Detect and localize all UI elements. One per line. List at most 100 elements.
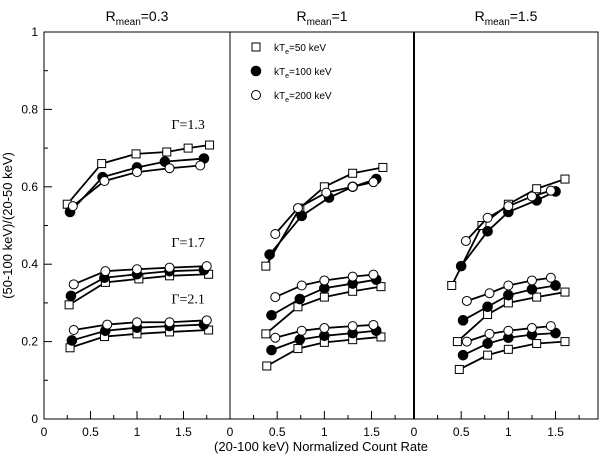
data-point <box>477 221 487 230</box>
data-point <box>457 349 469 361</box>
data-point <box>545 272 556 283</box>
data-point <box>560 174 570 184</box>
data-point <box>482 212 493 223</box>
data-point <box>164 163 175 174</box>
data-point <box>321 187 332 198</box>
data-point <box>484 288 495 299</box>
data-point <box>68 324 79 335</box>
x-tick-label: 0.5 <box>269 425 286 439</box>
data-point <box>100 266 111 277</box>
data-point <box>526 284 538 295</box>
data-point <box>270 332 281 343</box>
data-point <box>503 325 514 336</box>
y-axis-title: (50-100 keV)/(20-50 keV) <box>0 152 15 299</box>
data-point <box>378 162 388 172</box>
y-tick-label: 0.4 <box>21 257 38 271</box>
data-point <box>503 289 514 301</box>
data-point <box>132 264 142 275</box>
data-point <box>293 344 303 354</box>
data-point <box>368 319 379 330</box>
data-point <box>347 181 358 192</box>
data-point <box>460 235 471 246</box>
x-tick-label: 0.5 <box>82 425 99 439</box>
data-point <box>503 280 514 291</box>
data-point <box>97 159 107 169</box>
gamma-label: Γ=2.1 <box>171 293 205 308</box>
data-point <box>266 309 277 321</box>
data-point <box>532 339 542 349</box>
data-point <box>292 203 303 214</box>
data-point <box>164 317 175 328</box>
data-point <box>261 329 271 339</box>
data-point <box>484 328 495 339</box>
data-point <box>526 275 537 286</box>
data-point <box>560 337 570 347</box>
data-point <box>183 143 193 153</box>
data-point <box>452 337 462 347</box>
x-tick-label: 0 <box>41 425 48 439</box>
gamma-label: Γ=1.3 <box>171 118 205 133</box>
data-point <box>201 261 212 272</box>
data-point <box>550 280 561 291</box>
x-tick-label: 1 <box>134 425 141 439</box>
legend-label: kTe=100 keV <box>274 67 332 80</box>
data-point <box>482 338 493 349</box>
data-point <box>68 279 79 290</box>
data-point <box>261 261 271 271</box>
chart-marks <box>62 140 570 374</box>
data-point <box>319 323 330 334</box>
x-tick-label: 0 <box>227 425 234 439</box>
panel-title: Rmean=0.3 <box>106 8 169 28</box>
data-point <box>294 293 306 305</box>
data-point <box>503 201 514 212</box>
data-point <box>532 184 542 194</box>
x-tick-label: 1.5 <box>363 425 380 439</box>
data-point <box>319 275 330 286</box>
data-point <box>482 226 493 237</box>
data-point <box>526 191 537 202</box>
data-point <box>454 364 464 374</box>
data-point <box>65 290 77 302</box>
data-point <box>266 344 277 356</box>
x-tick-label: 1 <box>505 425 512 439</box>
data-point <box>560 287 570 297</box>
data-point <box>270 292 281 303</box>
data-point <box>195 160 206 171</box>
y-tick-label: 0.6 <box>21 180 38 194</box>
data-point <box>99 175 110 186</box>
data-point <box>447 280 457 290</box>
data-point <box>294 334 306 345</box>
data-point <box>262 361 272 371</box>
data-point <box>545 321 556 332</box>
data-point <box>201 315 212 326</box>
data-point <box>132 167 142 178</box>
data-point <box>483 350 493 360</box>
data-point <box>503 344 513 354</box>
x-tick-label: 0 <box>411 425 418 439</box>
legend-label: kTe=200 keV <box>274 91 332 104</box>
data-point <box>550 327 561 339</box>
gamma-label: Γ=1.7 <box>171 236 205 251</box>
x-tick-label: 1.5 <box>175 425 192 439</box>
chart-labels: 0 0.2 0.4 0.6 0.8 1 (50-100 keV)/(20-50 keV) (2… <box>0 8 564 454</box>
data-point <box>347 321 358 332</box>
legend-marker <box>251 90 261 100</box>
legend-label: kTe=50 keV <box>274 43 326 56</box>
y-tick-label: 1 <box>31 25 38 39</box>
panel-title: Rmean=1 <box>296 8 347 28</box>
legend-marker <box>250 65 262 77</box>
panel-frames <box>43 31 599 420</box>
data-point <box>455 260 467 272</box>
x-tick-label: 0.5 <box>453 425 470 439</box>
legend-marker <box>251 42 261 52</box>
x-axis-title: (20-100 keV) Normalized Count Rate <box>214 439 428 454</box>
data-point <box>132 317 142 328</box>
data-point <box>270 229 281 240</box>
data-point <box>64 300 74 310</box>
y-tick-label: 0.2 <box>21 335 38 349</box>
data-point <box>526 323 537 334</box>
data-point <box>264 249 275 260</box>
data-point <box>102 319 113 330</box>
data-point <box>162 147 172 157</box>
